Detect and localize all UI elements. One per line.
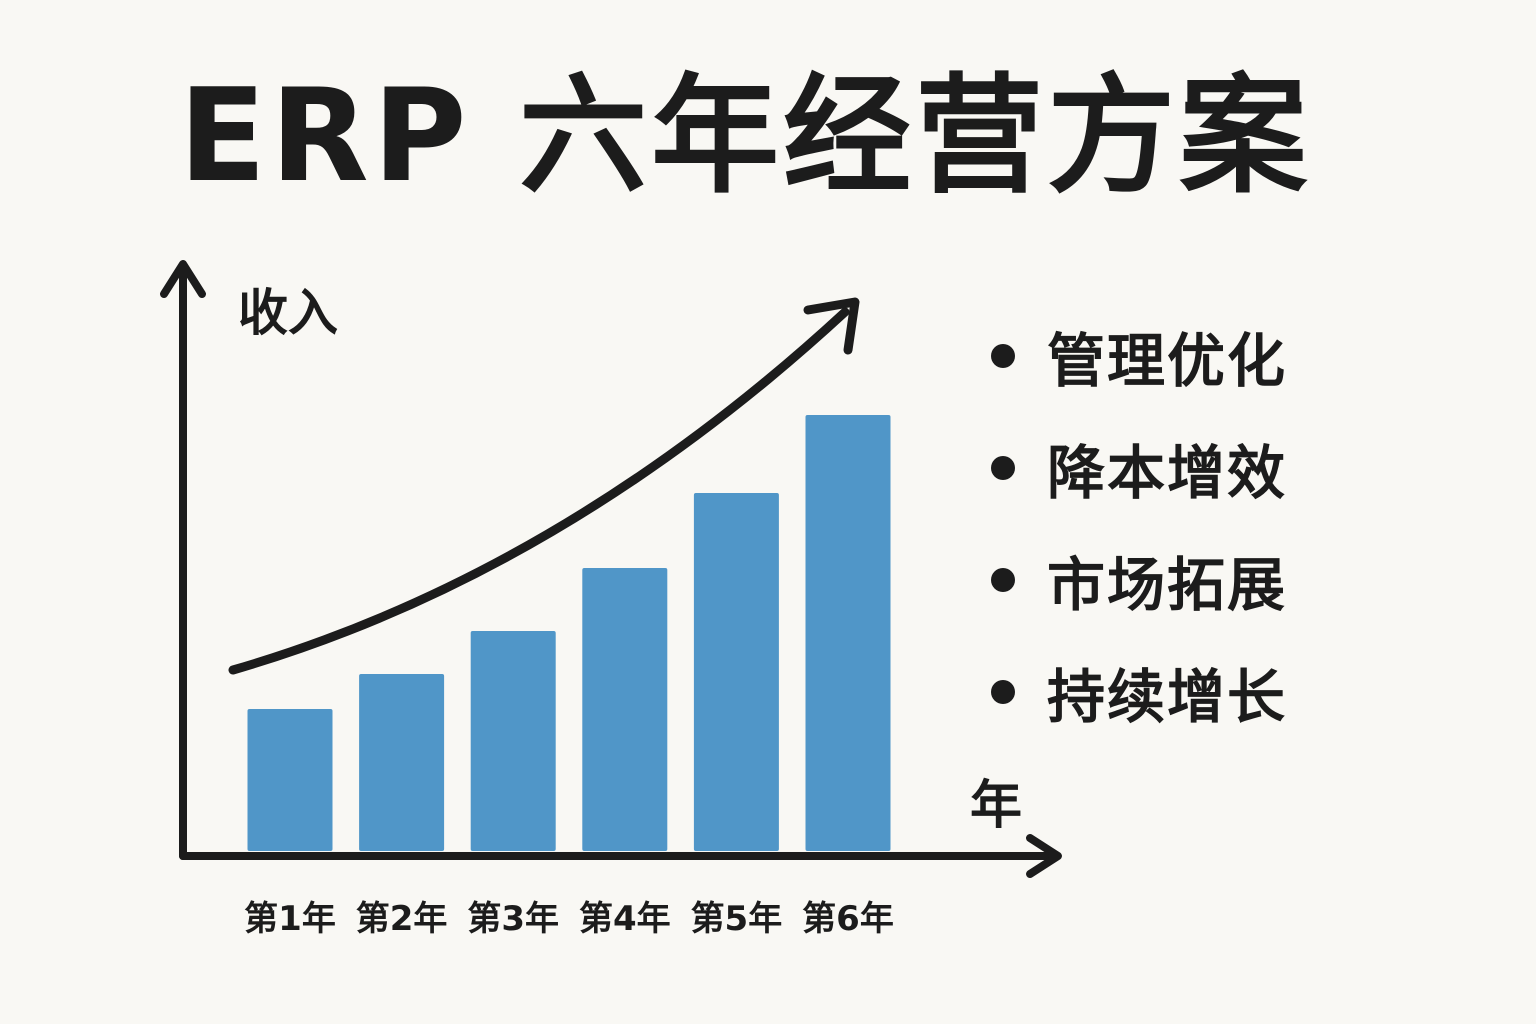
bar-1 <box>247 709 333 851</box>
trend-layer <box>228 297 860 675</box>
bullet-list: 管理优化 降本增效 市场拓展 持续增长 <box>985 300 1405 748</box>
x-tick-label: 第4年 <box>579 899 671 939</box>
bar-5 <box>693 493 779 851</box>
bar-2 <box>359 674 445 851</box>
x-tick-label: 第5年 <box>691 899 783 939</box>
axes-layer: 收入 年 <box>160 260 1062 878</box>
bullet-dot-icon <box>991 344 1015 368</box>
bullet-item: 市场拓展 <box>985 524 1405 636</box>
bullet-text: 降本增效 <box>1047 439 1288 507</box>
x-tick-label: 第1年 <box>244 899 336 939</box>
bullet-text: 市场拓展 <box>1047 551 1288 619</box>
bar-3 <box>470 631 556 851</box>
bar-6 <box>805 415 891 851</box>
trend-arrow-head <box>803 297 860 355</box>
x-axis-arrow-head <box>1026 834 1062 878</box>
x-tick-label: 第2年 <box>356 899 448 939</box>
x-tick-label: 第3年 <box>467 899 559 939</box>
bar-4 <box>582 568 668 851</box>
bullet-text: 持续增长 <box>1047 663 1288 731</box>
page-title: ERP 六年经营方案 <box>178 62 1312 211</box>
bullet-text: 管理优化 <box>1047 327 1288 395</box>
tick-labels-layer: 第1年 第2年 第3年 第4年 第5年 第6年 <box>244 899 894 939</box>
bullet-item: 降本增效 <box>985 412 1405 524</box>
bullet-dot-icon <box>991 568 1015 592</box>
x-axis-label: 年 <box>970 776 1022 836</box>
bars-layer <box>247 415 891 851</box>
bullet-dot-icon <box>991 456 1015 480</box>
bullet-item: 管理优化 <box>985 300 1405 412</box>
trend-arrow-curve <box>228 307 850 675</box>
y-axis-label: 收入 <box>238 284 338 342</box>
x-tick-label: 第6年 <box>802 899 894 939</box>
bullet-dot-icon <box>991 680 1015 704</box>
bullet-item: 持续增长 <box>985 636 1405 748</box>
y-axis-arrow-head <box>160 260 206 298</box>
